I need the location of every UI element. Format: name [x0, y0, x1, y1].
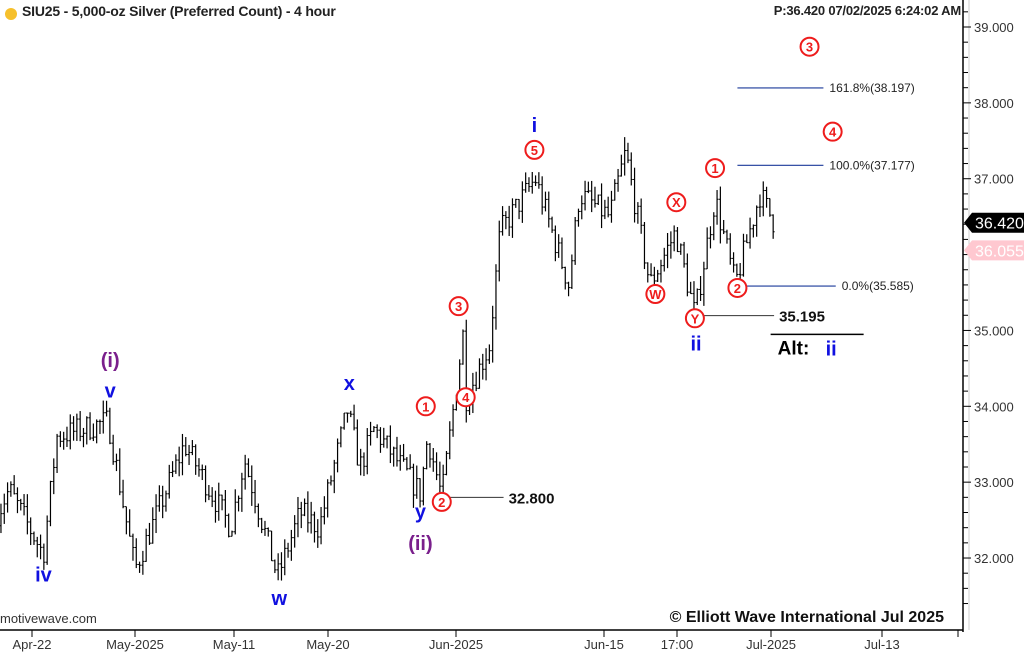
last-price-tag — [964, 212, 1024, 233]
wave-label: 1 — [711, 161, 718, 176]
price-tick-label: 38.000 — [974, 96, 1014, 111]
price-tick-label: 34.000 — [974, 399, 1014, 414]
time-tick-label: Apr-22 — [12, 637, 51, 652]
wave-label: v — [105, 380, 117, 402]
wave-circle — [415, 396, 436, 417]
alt-wave-label: ii — [826, 338, 837, 360]
time-tick-label: Jul-2025 — [746, 637, 796, 652]
price-bars — [0, 137, 775, 581]
wave-circle — [666, 192, 687, 213]
alt-label: Alt: — [778, 338, 810, 359]
wave-circle — [431, 491, 452, 512]
wave-label: w — [270, 588, 287, 610]
time-tick-label: May-2025 — [106, 637, 164, 652]
last-price-tag-label: 36.420 — [975, 216, 1024, 233]
wave-label: x — [344, 373, 355, 395]
wave-label: (ii) — [408, 533, 432, 555]
price-tick-label: 32.000 — [974, 551, 1014, 566]
price-tick-label: 35.000 — [974, 323, 1014, 338]
wave-label: Y — [691, 311, 700, 326]
time-tick-label: 17:00 — [661, 637, 694, 652]
wave-label: 5 — [531, 143, 538, 158]
wave-label: W — [649, 287, 662, 302]
time-tick-label: May-20 — [306, 637, 349, 652]
wave-label: X — [672, 195, 681, 210]
wave-circle — [448, 296, 469, 317]
time-tick-label: Jul-13 — [864, 637, 899, 652]
symbol-color-dot — [5, 8, 17, 20]
price-level-label: 32.800 — [509, 490, 555, 507]
wave-label: (i) — [101, 350, 120, 372]
fib-level-label: 0.0%(35.585) — [842, 279, 914, 293]
wave-circle — [524, 139, 545, 160]
price-level-label: 35.195 — [779, 309, 825, 326]
wave-label: ii — [690, 333, 701, 355]
chart-title: SIU25 - 5,000-oz Silver (Preferred Count… — [22, 3, 336, 19]
wave-label: 2 — [734, 281, 741, 296]
wave-circle — [705, 158, 726, 179]
wave-circle — [645, 284, 666, 305]
wave-label: 4 — [829, 125, 837, 140]
wave-label: 3 — [455, 299, 462, 314]
wave-label: y — [415, 502, 427, 524]
time-tick-label: May-11 — [213, 637, 255, 652]
wave-circle — [799, 36, 820, 57]
wave-label: 3 — [806, 40, 813, 55]
wave-label: iv — [35, 565, 53, 587]
wave-label: 2 — [438, 495, 445, 510]
wave-circle — [455, 387, 476, 408]
wave-circle — [727, 277, 748, 298]
fib-level-label: 161.8%(38.197) — [829, 81, 914, 95]
price-tick-label: 33.000 — [974, 475, 1014, 490]
wave-label: 4 — [462, 390, 470, 405]
time-tick-label: Jun-15 — [584, 637, 624, 652]
wave-circle — [822, 121, 843, 142]
reference-price-tag — [964, 240, 1024, 261]
wave-circle — [684, 308, 705, 329]
watermark: motivewave.com — [0, 611, 97, 626]
wave-label: i — [532, 115, 538, 137]
copyright: © Elliott Wave International Jul 2025 — [669, 609, 944, 626]
time-tick-label: Jun-2025 — [429, 637, 483, 652]
price-readout: P:36.420 07/02/2025 6:24:02 AM — [773, 3, 961, 18]
wave-label: 1 — [422, 399, 429, 414]
reference-price-tag-label: 36.055 — [975, 243, 1024, 260]
chart-title-block: SIU25 - 5,000-oz Silver (Preferred Count… — [5, 3, 336, 20]
price-tick-label: 37.000 — [974, 172, 1014, 187]
price-tick-label: 39.000 — [974, 20, 1014, 35]
fib-level-label: 100.0%(37.177) — [829, 158, 914, 172]
